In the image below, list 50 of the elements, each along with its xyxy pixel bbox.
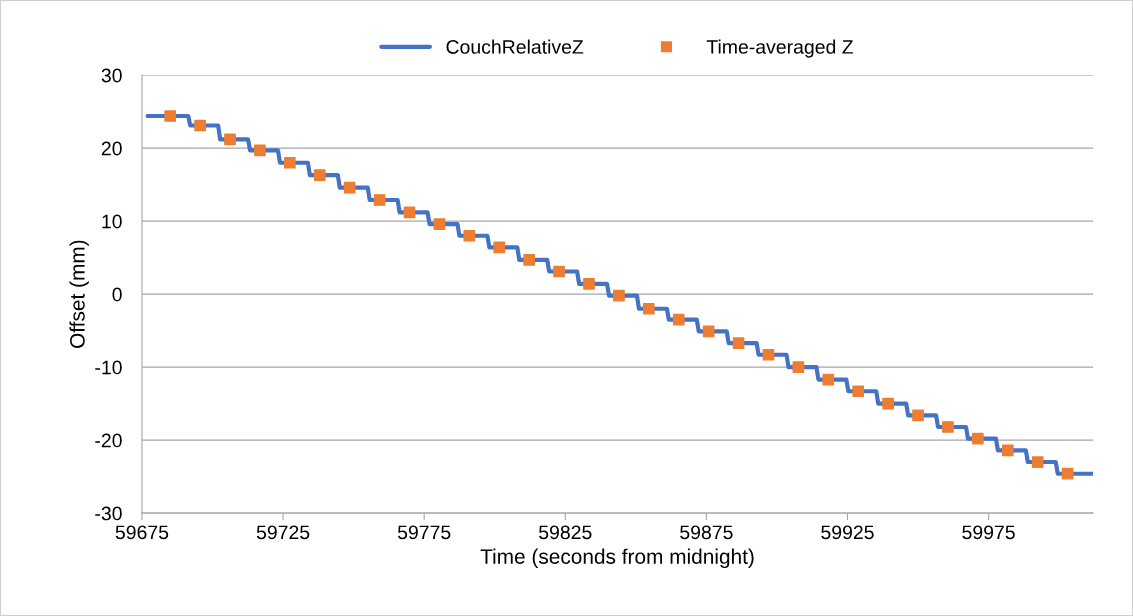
legend-label: CouchRelativeZ <box>446 39 584 54</box>
point <box>403 206 416 219</box>
point <box>942 421 954 433</box>
y-tick-label: 0 <box>112 287 122 302</box>
point <box>1031 456 1044 468</box>
point <box>583 278 595 290</box>
y-tick-label: -10 <box>95 360 122 375</box>
point <box>254 144 266 157</box>
point <box>373 194 386 206</box>
x-tick-label: 59875 <box>680 525 733 540</box>
point <box>792 361 805 373</box>
point <box>912 409 924 422</box>
y-tick-label: 20 <box>101 141 122 156</box>
point <box>194 119 206 132</box>
point <box>613 289 625 302</box>
point <box>224 133 236 146</box>
y-tick-label: 10 <box>102 214 122 229</box>
point <box>553 265 565 278</box>
x-tick-label: 59975 <box>962 525 1015 540</box>
point <box>283 156 296 169</box>
point <box>1061 467 1074 480</box>
point <box>463 229 476 242</box>
point <box>313 169 326 182</box>
x-tick-label: 59725 <box>256 525 310 540</box>
point <box>164 110 177 122</box>
point <box>852 385 865 398</box>
point <box>732 337 745 349</box>
x-axis-title: Time (seconds from midnight) <box>480 548 754 569</box>
point <box>1001 444 1014 457</box>
x-tick-label: 59825 <box>539 525 592 540</box>
point <box>822 373 835 386</box>
point <box>493 241 506 254</box>
x-tick-label: 59775 <box>397 525 451 540</box>
point <box>642 302 655 315</box>
x-tick-label: 59675 <box>115 525 169 540</box>
point <box>523 253 535 266</box>
point <box>762 348 775 361</box>
point <box>972 432 984 445</box>
point <box>433 218 446 230</box>
point <box>882 397 894 410</box>
legend-label: Time-averaged Z <box>706 39 854 58</box>
y-tick-label: -20 <box>95 433 122 448</box>
x-tick-label: 59925 <box>821 525 874 540</box>
point <box>343 181 356 194</box>
line-series <box>145 113 1094 476</box>
y-axis-title: Offset (mm) <box>69 240 89 348</box>
y-tick-label: 30 <box>101 68 122 83</box>
point <box>672 313 685 326</box>
y-tick-label: -30 <box>95 506 122 521</box>
point <box>702 325 715 338</box>
